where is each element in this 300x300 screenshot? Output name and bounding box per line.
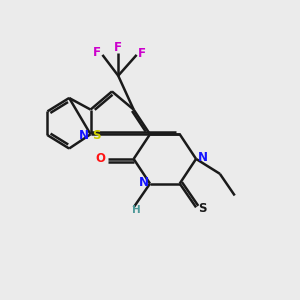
- Text: F: F: [114, 41, 122, 54]
- Text: S: S: [92, 129, 100, 142]
- Text: N: N: [79, 129, 89, 142]
- Text: N: N: [139, 176, 148, 189]
- Text: N: N: [198, 151, 208, 164]
- Text: F: F: [93, 46, 101, 59]
- Text: F: F: [138, 47, 146, 60]
- Text: S: S: [198, 202, 206, 215]
- Text: H: H: [132, 205, 141, 215]
- Text: O: O: [95, 152, 105, 165]
